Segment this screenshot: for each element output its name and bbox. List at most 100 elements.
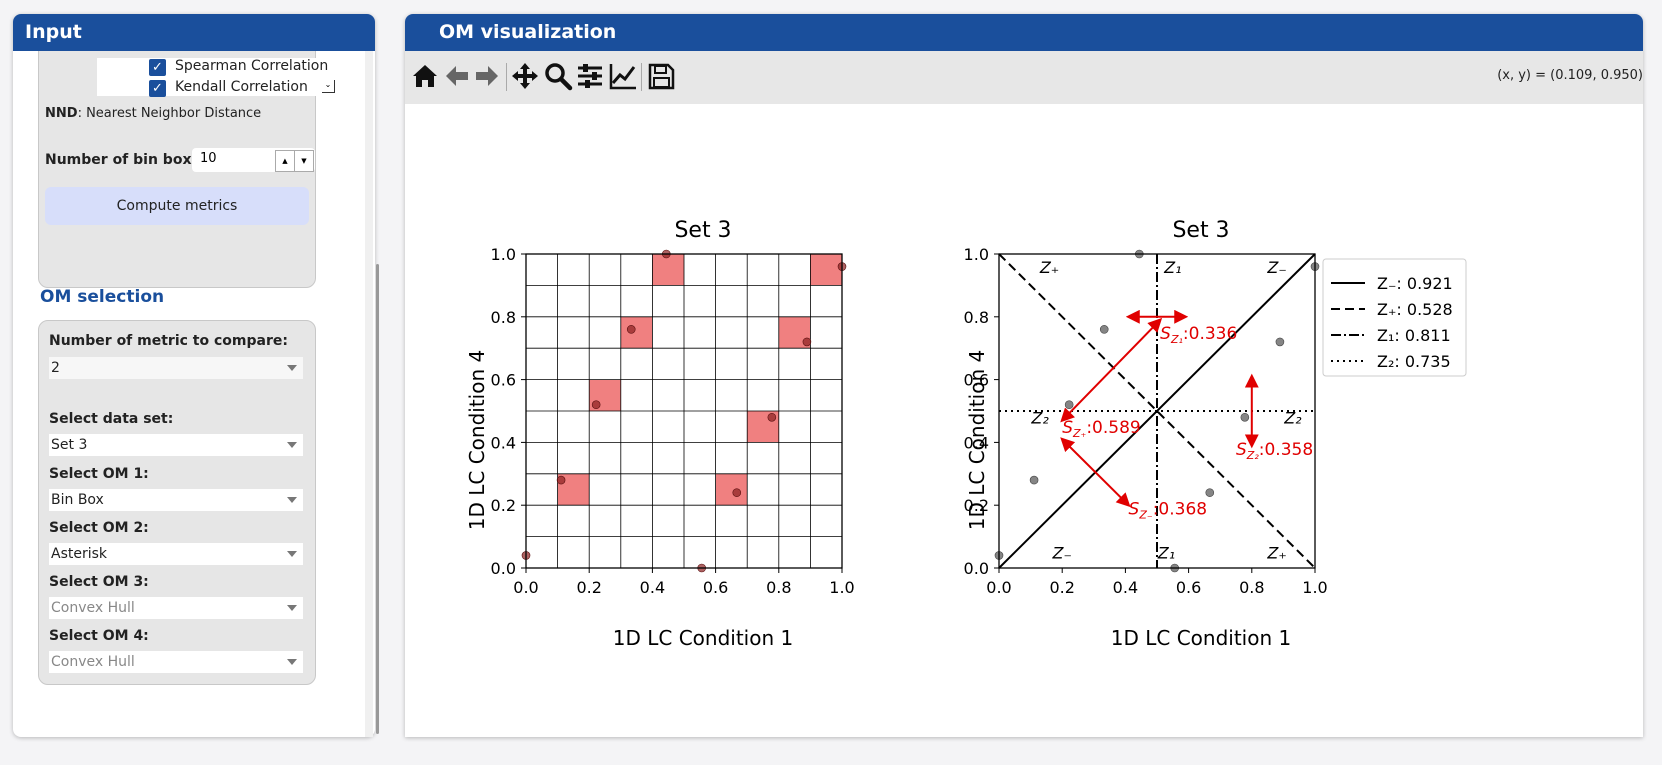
toolbar-divider	[641, 63, 642, 91]
chart1-ylabel: 1D LC Condition 4	[465, 350, 489, 530]
zone-label: Z₂	[1030, 409, 1049, 428]
num-metric-select[interactable]: 2	[49, 357, 303, 379]
dataset-label: Select data set:	[49, 411, 174, 427]
annotation-label: SZ₁:0.336	[1160, 324, 1237, 346]
chart1-ticks: 0.00.0 0.2 0.2 0.4 0.4 0.6 0.6 0.8 0.8 1.0 1.0	[491, 245, 855, 597]
data-point	[626, 325, 636, 334]
y-tick-label: 0.0	[964, 559, 989, 578]
legend-label: Z₂: 0.735	[1377, 352, 1451, 371]
back-icon[interactable]	[442, 61, 472, 91]
szplus-arrow	[1060, 317, 1163, 423]
om1-label: Select OM 1:	[49, 466, 149, 482]
chart1-title: Set 3	[674, 218, 731, 243]
om-selection-box: Number of metric to compare: 2 Select da…	[38, 320, 316, 685]
om2-label: Select OM 2:	[49, 520, 149, 536]
compute-metrics-button[interactable]: Compute metrics	[45, 187, 309, 225]
chart2-xlabel: 1D LC Condition 1	[1111, 626, 1291, 650]
chart1-xlabel: 1D LC Condition 1	[613, 626, 793, 650]
chart2-title: Set 3	[1172, 218, 1229, 243]
chart1-grid	[526, 254, 842, 568]
bin-box-spinner[interactable]: 10 ▲ ▼	[192, 148, 315, 172]
data-point	[767, 412, 777, 422]
zone-label: Z₊	[1039, 258, 1059, 277]
nnd-description: NND: Nearest Neighbor Distance	[45, 106, 261, 121]
y-tick-label: 0.4	[491, 433, 516, 452]
y-tick-label: 0.2	[491, 496, 516, 515]
input-panel: Input ✓ Spearman Correlation ✓ Kendall C…	[13, 14, 379, 737]
zone-label: Z₋	[1051, 544, 1071, 563]
szminus-arrow	[1060, 437, 1131, 508]
zoom-icon[interactable]	[543, 61, 573, 91]
om3-label: Select OM 3:	[49, 574, 149, 590]
save-icon[interactable]	[646, 61, 676, 91]
y-tick-label: 0.4	[964, 433, 989, 452]
nnd-abbr: NND	[45, 106, 78, 121]
metrics-listbox[interactable]: ✓ Spearman Correlation ✓ Kendall Correla…	[97, 58, 345, 97]
plot-frame	[998, 253, 1316, 569]
checkbox-checked-icon[interactable]: ✓	[149, 59, 166, 76]
om-panel-title: OM visualization	[405, 14, 1643, 51]
bin-box-chart: Set 3 0.00.0 0.2 0.2 0.4 0.4 0.6 0.6 0.8 0.8 1.0 1…	[465, 218, 855, 650]
data-point	[1240, 412, 1250, 422]
spin-down-icon[interactable]: ▼	[294, 150, 314, 172]
chevron-down-icon	[287, 365, 297, 371]
chart2-annotations: SZ₁:0.336 SZ₊:0.589 SZ₂:0.358 SZ₋:0.368	[1060, 309, 1313, 522]
y-tick-label: 0.2	[964, 496, 989, 515]
om-selection-title: OM selection	[40, 287, 165, 307]
metrics-box: ✓ Spearman Correlation ✓ Kendall Correla…	[38, 51, 345, 288]
y-tick-label: 0.0	[491, 559, 516, 578]
x-tick-label: 0.4	[1113, 578, 1138, 597]
om4-select[interactable]: Convex Hull	[49, 651, 303, 673]
y-tick-label: 0.8	[491, 308, 516, 327]
annotation-label: SZ₋:0.368	[1129, 500, 1208, 522]
resize-grip-icon[interactable]: ⌄	[322, 80, 335, 93]
highlighted-bin	[620, 316, 653, 349]
chart2-zone-labels: Z₊ Z₋ Z₁ Z₂ Z₂ Z₋ Z₁ Z₊	[1030, 258, 1302, 563]
highlighted-bin	[810, 254, 842, 286]
chevron-down-icon	[287, 497, 297, 503]
chart2-ylabel: 1D LC Condition 4	[965, 350, 989, 530]
plots-svg[interactable]: Set 3 0.00.00.20.20.40.40.60.60.80.81.01…	[405, 104, 1643, 737]
forward-icon[interactable]	[472, 61, 502, 91]
checkbox-checked-icon[interactable]: ✓	[149, 80, 166, 97]
om3-value: Convex Hull	[51, 600, 135, 616]
data-point	[1029, 475, 1039, 485]
home-icon[interactable]	[410, 61, 440, 91]
spin-up-icon[interactable]: ▲	[275, 150, 295, 172]
om1-select[interactable]: Bin Box	[49, 489, 303, 511]
dataset-select[interactable]: Set 3	[49, 434, 303, 456]
om2-select[interactable]: Asterisk	[49, 543, 303, 565]
zplus-line	[998, 253, 1316, 569]
y-tick-label: 1.0	[964, 245, 989, 264]
data-point	[1099, 325, 1109, 334]
x-tick-label: 0.8	[1239, 578, 1264, 597]
zone-label: Z₋	[1266, 258, 1286, 277]
num-metric-value: 2	[51, 360, 60, 376]
scrollbar-track[interactable]	[365, 51, 373, 737]
data-point	[1064, 400, 1074, 410]
plot-toolbar: (x, y) = (0.109, 0.950)	[405, 51, 1643, 104]
om4-value: Convex Hull	[51, 654, 135, 670]
x-tick-label: 0.0	[986, 578, 1011, 597]
nnd-text: : Nearest Neighbor Distance	[77, 106, 262, 121]
plot-canvas[interactable]: Set 3 0.0 0.0 0.2 0.2 0.4 0.4 0.6 0.6 0.8 0.8 1.0 1…	[405, 104, 1643, 737]
x-tick-label: 0.4	[640, 578, 665, 597]
scrollbar-thumb[interactable]	[376, 264, 379, 734]
dataset-value: Set 3	[51, 437, 88, 453]
x-tick-label: 0.0	[513, 578, 538, 597]
annotation-label: SZ₂:0.358	[1236, 440, 1313, 462]
configure-icon[interactable]	[575, 61, 605, 91]
legend-label: Z₁: 0.811	[1377, 326, 1451, 345]
x-tick-label: 1.0	[829, 578, 854, 597]
chevron-down-icon	[287, 442, 297, 448]
annotation-label: SZ₊:0.589	[1062, 418, 1141, 440]
chart2-ticks: 0.00.0 0.2 0.2 0.4 0.4 0.6 0.6 0.8 0.8 1.0 1.0	[964, 245, 1328, 597]
pan-icon[interactable]	[510, 61, 540, 91]
om3-select[interactable]: Convex Hull	[49, 597, 303, 619]
chevron-down-icon	[287, 659, 297, 665]
bin-box-value[interactable]: 10	[200, 151, 217, 166]
edit-axes-icon[interactable]	[608, 61, 638, 91]
om2-value: Asterisk	[51, 546, 108, 562]
bin-box-label: Number of bin box:	[45, 152, 198, 168]
num-metric-label: Number of metric to compare:	[49, 333, 288, 349]
